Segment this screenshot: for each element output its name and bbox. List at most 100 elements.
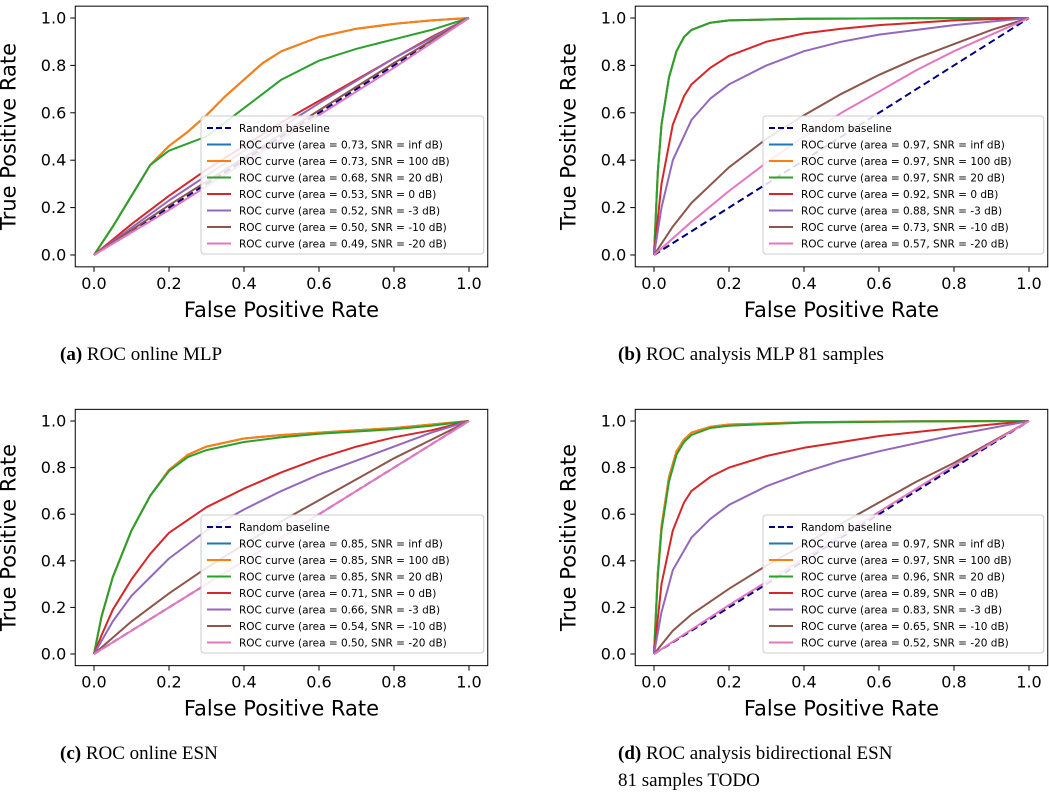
plot-frame: [74, 408, 489, 667]
roc-line-snr-neg10: [653, 17, 1030, 256]
y-tick-label: 0.4: [601, 551, 626, 570]
legend-label: ROC curve (area = 0.54, SNR = -10 dB): [239, 621, 447, 633]
caption-label: (d): [618, 743, 641, 764]
legend-label: ROC curve (area = 0.97, SNR = inf dB): [801, 539, 1005, 551]
legend-label: Random baseline: [239, 522, 330, 534]
legend-label: ROC curve (area = 0.50, SNR = -20 dB): [239, 638, 447, 650]
legend: Random baseline ROC curve (area = 0.97, S…: [762, 514, 1045, 654]
x-tick-label: 1.0: [456, 673, 481, 692]
roc-line-snr-neg3: [653, 17, 1030, 256]
caption-text-line: ROC online ESN: [81, 743, 218, 764]
y-tick-label: 1.0: [601, 9, 626, 28]
roc-line-snr-0: [653, 17, 1030, 256]
x-tick-label: 0.2: [716, 274, 741, 293]
x-axis-title: False Positive Rate: [744, 298, 939, 322]
x-tick-label: 0.8: [381, 274, 406, 293]
x-tick-label: 0.4: [791, 274, 816, 293]
y-axis-title: True Positive Rate: [556, 444, 580, 632]
legend-label: ROC curve (area = 0.96, SNR = 20 dB): [801, 572, 1005, 584]
x-tick-label: 0.6: [306, 274, 331, 293]
roc-line-snr-0: [653, 420, 1030, 655]
figure-caption: (c) ROC online ESN: [60, 743, 218, 764]
x-tick-label: 0.6: [306, 673, 331, 692]
x-tick-label: 0.4: [231, 274, 256, 293]
y-axis-title: True Positive Rate: [0, 43, 20, 231]
legend-label: ROC curve (area = 0.97, SNR = inf dB): [801, 140, 1005, 152]
caption-label: (c): [60, 743, 81, 764]
x-tick-label: 0.4: [231, 673, 256, 692]
legend: Random baseline ROC curve (area = 0.85, S…: [200, 514, 485, 654]
legend-box: [200, 115, 485, 255]
x-tick-label: 0.0: [641, 673, 666, 692]
legend-label: ROC curve (area = 0.53, SNR = 0 dB): [239, 189, 436, 201]
caption-label: (a): [60, 344, 82, 365]
legend-label: ROC curve (area = 0.85, SNR = 100 dB): [239, 555, 450, 567]
roc-line-snr-20: [93, 17, 470, 256]
y-tick-label: 1.0: [601, 412, 626, 431]
legend-box: [200, 514, 485, 654]
roc-panel-b: 0.0 0.2 0.4 0.6 0.8 1.0 0.0 0.2 0.4 0.6 0.8 1.0 Fals…: [556, 5, 1049, 365]
roc-line-snr-neg3: [653, 420, 1030, 655]
x-tick-label: 0.6: [866, 673, 891, 692]
plot-frame: [634, 408, 1049, 667]
roc-line-snr-20: [93, 420, 470, 655]
legend-label: ROC curve (area = 0.68, SNR = 20 dB): [239, 173, 443, 185]
x-axis-title: False Positive Rate: [184, 298, 379, 322]
roc-panel-d: 0.0 0.2 0.4 0.6 0.8 1.0 0.0 0.2 0.4 0.6 0.8 1.0 Fals…: [556, 408, 1049, 791]
plot-frame: [74, 5, 489, 268]
legend-label: ROC curve (area = 0.52, SNR = -3 dB): [239, 206, 440, 218]
x-tick-label: 0.8: [941, 274, 966, 293]
legend-box: [762, 115, 1045, 255]
y-tick-label: 0.4: [601, 151, 626, 170]
plot-frame: [634, 5, 1049, 268]
caption-text-line: ROC analysis MLP 81 samples: [641, 344, 884, 365]
legend: Random baseline ROC curve (area = 0.73, S…: [200, 115, 485, 255]
x-tick-label: 0.8: [941, 673, 966, 692]
y-tick-label: 0.2: [41, 598, 66, 617]
legend-label: ROC curve (area = 0.97, SNR = 100 dB): [801, 555, 1012, 567]
y-tick-label: 0.0: [601, 246, 626, 265]
y-tick-label: 0.4: [41, 151, 66, 170]
legend-label: ROC curve (area = 0.83, SNR = -3 dB): [801, 605, 1002, 617]
legend-label: ROC curve (area = 0.89, SNR = 0 dB): [801, 588, 998, 600]
y-tick-label: 0.8: [41, 458, 66, 477]
legend-label: ROC curve (area = 0.57, SNR = -20 dB): [801, 239, 1009, 251]
roc-line-snr-20: [653, 17, 1030, 256]
legend-label: Random baseline: [239, 123, 330, 135]
y-tick-label: 0.2: [41, 198, 66, 217]
x-tick-label: 0.2: [716, 673, 741, 692]
y-tick-label: 0.0: [41, 645, 66, 664]
legend-label: ROC curve (area = 0.85, SNR = 20 dB): [239, 572, 443, 584]
x-tick-label: 0.0: [81, 274, 106, 293]
caption-text-line: ROC analysis bidirectional ESN: [641, 743, 892, 764]
x-tick-label: 1.0: [1016, 673, 1041, 692]
caption-text-line: 81 samples TODO: [618, 770, 760, 791]
y-tick-label: 0.8: [601, 56, 626, 75]
legend-label: ROC curve (area = 0.88, SNR = -3 dB): [801, 206, 1002, 218]
x-tick-label: 0.0: [81, 673, 106, 692]
legend-label: ROC curve (area = 0.65, SNR = -10 dB): [801, 621, 1009, 633]
y-tick-label: 0.6: [41, 505, 66, 524]
y-tick-label: 0.0: [41, 246, 66, 265]
legend-label: ROC curve (area = 0.73, SNR = 100 dB): [239, 156, 450, 168]
legend-label: ROC curve (area = 0.73, SNR = inf dB): [239, 140, 443, 152]
legend-label: Random baseline: [801, 522, 892, 534]
legend-label: ROC curve (area = 0.50, SNR = -10 dB): [239, 222, 447, 234]
legend-label: ROC curve (area = 0.73, SNR = -10 dB): [801, 222, 1009, 234]
x-tick-label: 0.4: [791, 673, 816, 692]
y-tick-label: 0.4: [41, 551, 66, 570]
roc-panel-a: 0.0 0.2 0.4 0.6 0.8 1.0 0.0 0.2 0.4 0.6 0.8 1.0 Fals…: [0, 5, 489, 365]
legend-box: [762, 514, 1045, 654]
y-axis-title: True Positive Rate: [556, 43, 580, 231]
caption-text-line: ROC online MLP: [82, 344, 222, 365]
y-tick-label: 0.2: [601, 198, 626, 217]
figure-caption: (d) ROC analysis bidirectional ESN 81 sam…: [618, 743, 893, 791]
legend-label: ROC curve (area = 0.97, SNR = 20 dB): [801, 173, 1005, 185]
y-tick-label: 1.0: [41, 412, 66, 431]
legend-label: ROC curve (area = 0.52, SNR = -20 dB): [801, 638, 1009, 650]
roc-panel-c: 0.0 0.2 0.4 0.6 0.8 1.0 0.0 0.2 0.4 0.6 0.8 1.0 Fals…: [0, 408, 489, 764]
x-tick-label: 0.2: [156, 274, 181, 293]
y-tick-label: 0.0: [601, 645, 626, 664]
legend-label: ROC curve (area = 0.71, SNR = 0 dB): [239, 588, 436, 600]
